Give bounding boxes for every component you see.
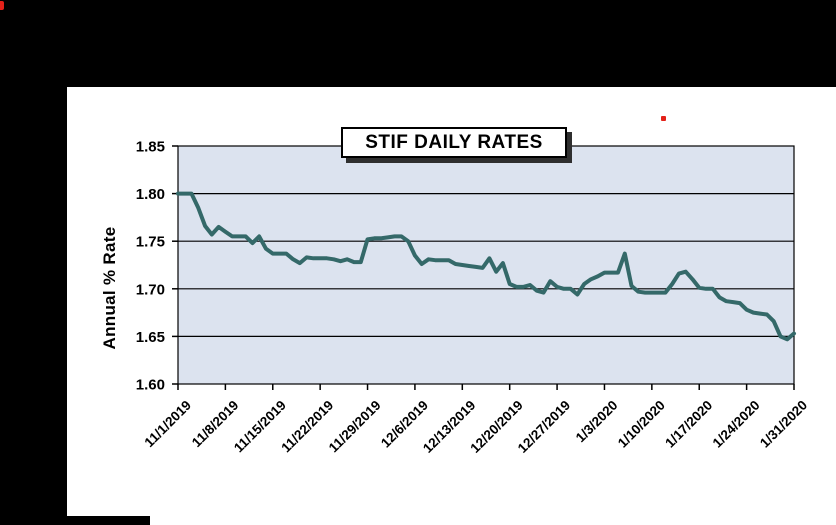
- x-tick-label: 1/24/2020: [710, 398, 763, 451]
- y-tick-label: 1.80: [136, 186, 165, 203]
- chart-panel: 1.60 1.65 1.70 1.75 1.80 1.85 11/1/2019 11/8/20…: [67, 87, 836, 525]
- x-tick-label: 1/31/2020: [757, 398, 810, 451]
- plot-svg: 1.601.651.701.751.801.8511/1/201911/8/20…: [136, 139, 810, 456]
- x-tick-label: 1/3/2020: [573, 398, 621, 446]
- y-axis-title: Annual % Rate: [100, 226, 119, 350]
- y-tick-label: 1.70: [136, 281, 165, 298]
- chart-title: STIF DAILY RATES: [341, 127, 567, 158]
- x-tick-label: 11/29/2019: [326, 398, 384, 456]
- rate-line-series: [176, 191, 796, 342]
- x-tick-label: 1/10/2020: [615, 398, 668, 451]
- y-tick-label: 1.75: [136, 234, 165, 251]
- x-tick-label: 1/17/2020: [662, 398, 715, 451]
- y-tick-label: 1.60: [136, 377, 165, 394]
- x-tick-label: 11/1/2019: [142, 398, 195, 451]
- bottom-left-black-strip: [0, 516, 150, 525]
- red-stray-dot: [661, 116, 666, 121]
- y-tick-label: 1.65: [136, 329, 165, 346]
- red-corner-mark: [0, 1, 4, 10]
- y-tick-label: 1.85: [136, 139, 165, 156]
